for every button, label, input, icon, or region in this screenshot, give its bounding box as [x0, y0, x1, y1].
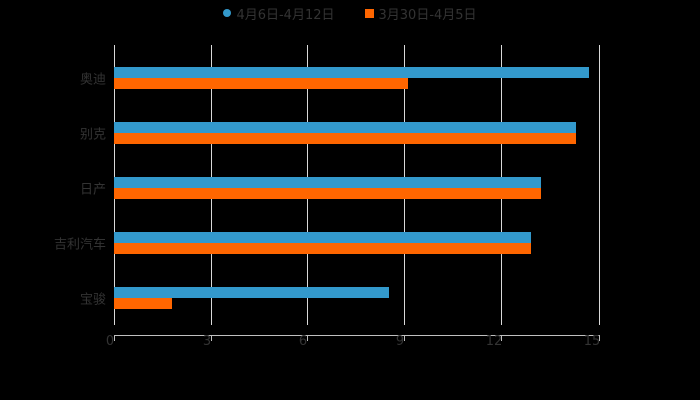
x-tick-label: 12 [485, 334, 503, 349]
bar-series-1[interactable] [114, 287, 389, 298]
bar-series-1[interactable] [114, 67, 589, 78]
category-label: 别克 [79, 127, 106, 143]
x-axis-line [114, 335, 600, 336]
category-label: 日产 [79, 182, 106, 198]
x-tick-label: 3 [202, 334, 212, 349]
x-tick [307, 335, 308, 341]
category-label: 宝骏 [79, 292, 106, 308]
x-tick-label: 0 [105, 334, 115, 349]
category-label: 奥迪 [79, 72, 106, 88]
x-tick [114, 335, 115, 341]
gridline [599, 45, 600, 325]
circle-marker-icon [223, 9, 232, 17]
x-tick-label: 6 [298, 334, 308, 349]
legend-label: 4月6日-4月12日 [236, 7, 335, 23]
bar-series-2[interactable] [114, 133, 576, 144]
x-tick [211, 335, 212, 341]
chart-legend: 4月6日-4月12日 3月30日-4月5日 [0, 4, 700, 23]
bar-series-1[interactable] [114, 232, 531, 243]
category-label: 吉利汽车 [53, 237, 106, 253]
bar-series-1[interactable] [114, 122, 576, 133]
bar-series-1[interactable] [114, 177, 541, 188]
bar-series-2[interactable] [114, 188, 541, 199]
bar-series-2[interactable] [114, 78, 408, 89]
x-tick-label: 15 [583, 334, 601, 349]
bar-series-2[interactable] [114, 298, 172, 309]
x-tick [501, 335, 502, 341]
x-tick [599, 335, 600, 341]
x-tick-label: 9 [395, 334, 405, 349]
x-tick [404, 335, 405, 341]
legend-item-series-2[interactable]: 3月30日-4月5日 [364, 4, 477, 23]
bar-series-2[interactable] [114, 243, 531, 254]
legend-item-series-1[interactable]: 4月6日-4月12日 [223, 4, 335, 23]
square-marker-icon [364, 8, 374, 18]
legend-label: 3月30日-4月5日 [378, 7, 477, 23]
